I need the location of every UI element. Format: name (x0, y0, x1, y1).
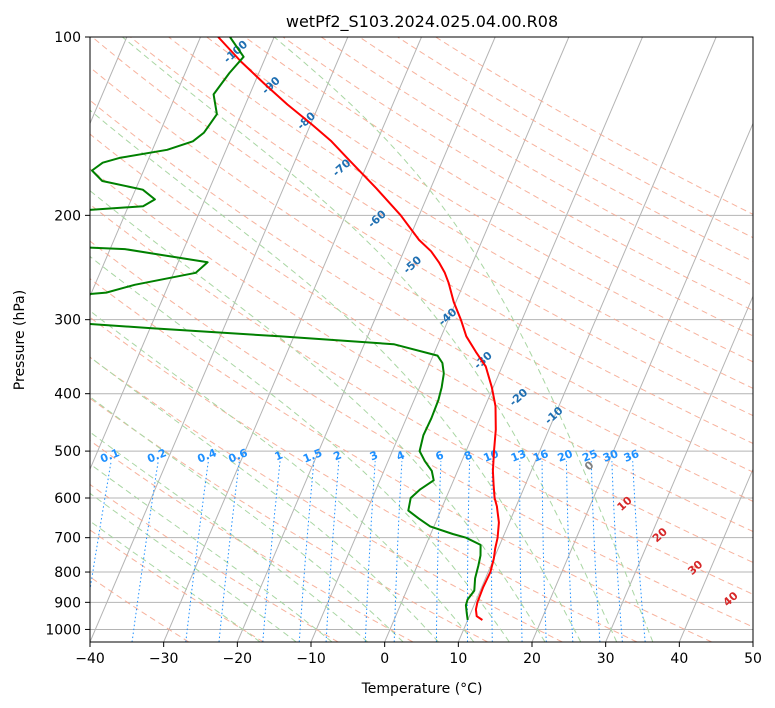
dry-adiabat-line (90, 133, 753, 533)
mixing-ratio-line (90, 461, 112, 593)
isotherm-line (457, 37, 717, 642)
moist-adiabat-line (90, 356, 439, 642)
y-tick-label: 900 (54, 595, 81, 611)
mixing-ratio-label: 1 (273, 448, 285, 463)
mixing-ratio-label: 16 (531, 447, 550, 465)
dry-adiabat-line (90, 240, 753, 628)
x-tick-label: 30 (597, 651, 615, 667)
grid-layer (90, 37, 753, 642)
mixing-ratio-label: 3 (368, 448, 380, 463)
y-tick-label: 600 (54, 491, 81, 507)
dry-adiabat-line (168, 37, 753, 389)
isotherm-line (236, 37, 496, 642)
isotherm-line (752, 640, 753, 642)
mixing-ratio-label: 20 (556, 447, 575, 465)
isotherm-line (90, 37, 201, 298)
x-tick-label: 20 (523, 651, 541, 667)
plot-background (90, 37, 753, 642)
x-axis-ticks: −40 −30 −20 −10 0 10 20 30 40 50 (75, 642, 762, 667)
x-axis-label: Temperature (°C) (361, 681, 483, 697)
isotherm-line (384, 37, 643, 642)
temperature-profile-line (217, 37, 500, 621)
plot-frame (89, 36, 754, 643)
y-tick-label: 300 (54, 313, 81, 329)
profile-layer (90, 37, 500, 621)
moist-adiabat-line (90, 463, 333, 642)
isotherm-line (90, 37, 349, 642)
chart-title: wetPf2_S103.2024.025.04.00.R08 (286, 12, 558, 32)
y-axis-label: Pressure (hPa) (12, 290, 28, 390)
mixing-ratio-label: 2 (332, 448, 344, 463)
moist-adiabat-line (122, 37, 618, 642)
x-tick-label: −40 (75, 651, 105, 667)
y-tick-label: 200 (54, 208, 81, 224)
x-tick-label: −30 (149, 651, 179, 667)
x-tick-label: −20 (223, 651, 253, 667)
mixing-ratio-label: 10 (482, 447, 501, 465)
dewpoint-profile-line (90, 37, 482, 621)
dry-adiabat-line (91, 37, 753, 444)
dry-adiabat-line (90, 440, 414, 642)
dry-adiabat-line (90, 356, 563, 642)
isotherm-line (90, 37, 275, 471)
y-tick-label: 700 (54, 531, 81, 547)
mixing-ratio-label: 8 (462, 448, 474, 463)
isotherm-line (531, 122, 753, 642)
dry-adiabat-line (90, 483, 339, 642)
x-tick-label: 0 (380, 651, 389, 667)
isotherm-line (605, 295, 753, 642)
dry-adiabat-line (130, 37, 753, 417)
mixing-ratio-line (131, 461, 159, 642)
mixing-ratio-label: 13 (509, 447, 528, 465)
moist-adiabat-line (90, 492, 297, 642)
y-tick-label: 500 (54, 444, 81, 460)
mixing-ratio-label: 25 (580, 447, 599, 465)
x-tick-label: 50 (744, 651, 762, 667)
dry-adiabat-line (90, 203, 753, 595)
moist-adiabat-line (90, 310, 475, 642)
mixing-ratio-label: 36 (622, 447, 641, 465)
moist-adiabat-line (90, 431, 368, 642)
moist-adiabat-line (90, 520, 261, 642)
x-tick-label: −10 (296, 651, 326, 667)
isotherm-line (163, 37, 422, 642)
isotherm-line (678, 467, 753, 642)
dry-adiabat-line (206, 37, 753, 363)
x-tick-label: 40 (670, 651, 688, 667)
moist-adiabat-line (273, 37, 654, 642)
y-tick-label: 800 (54, 565, 81, 581)
dry-adiabat-line (90, 66, 753, 473)
y-tick-label: 1000 (45, 622, 81, 638)
y-tick-label: 100 (54, 30, 81, 46)
y-axis-ticks: 100 200 300 400 500 600 700 800 900 1000 (45, 30, 90, 638)
dry-adiabat-line (90, 99, 753, 502)
dry-adiabat-line (90, 316, 638, 642)
x-tick-label: 10 (449, 651, 467, 667)
moist-adiabat-line (90, 396, 404, 642)
y-tick-label: 400 (54, 387, 81, 403)
mixing-ratio-label: 30 (601, 447, 620, 465)
